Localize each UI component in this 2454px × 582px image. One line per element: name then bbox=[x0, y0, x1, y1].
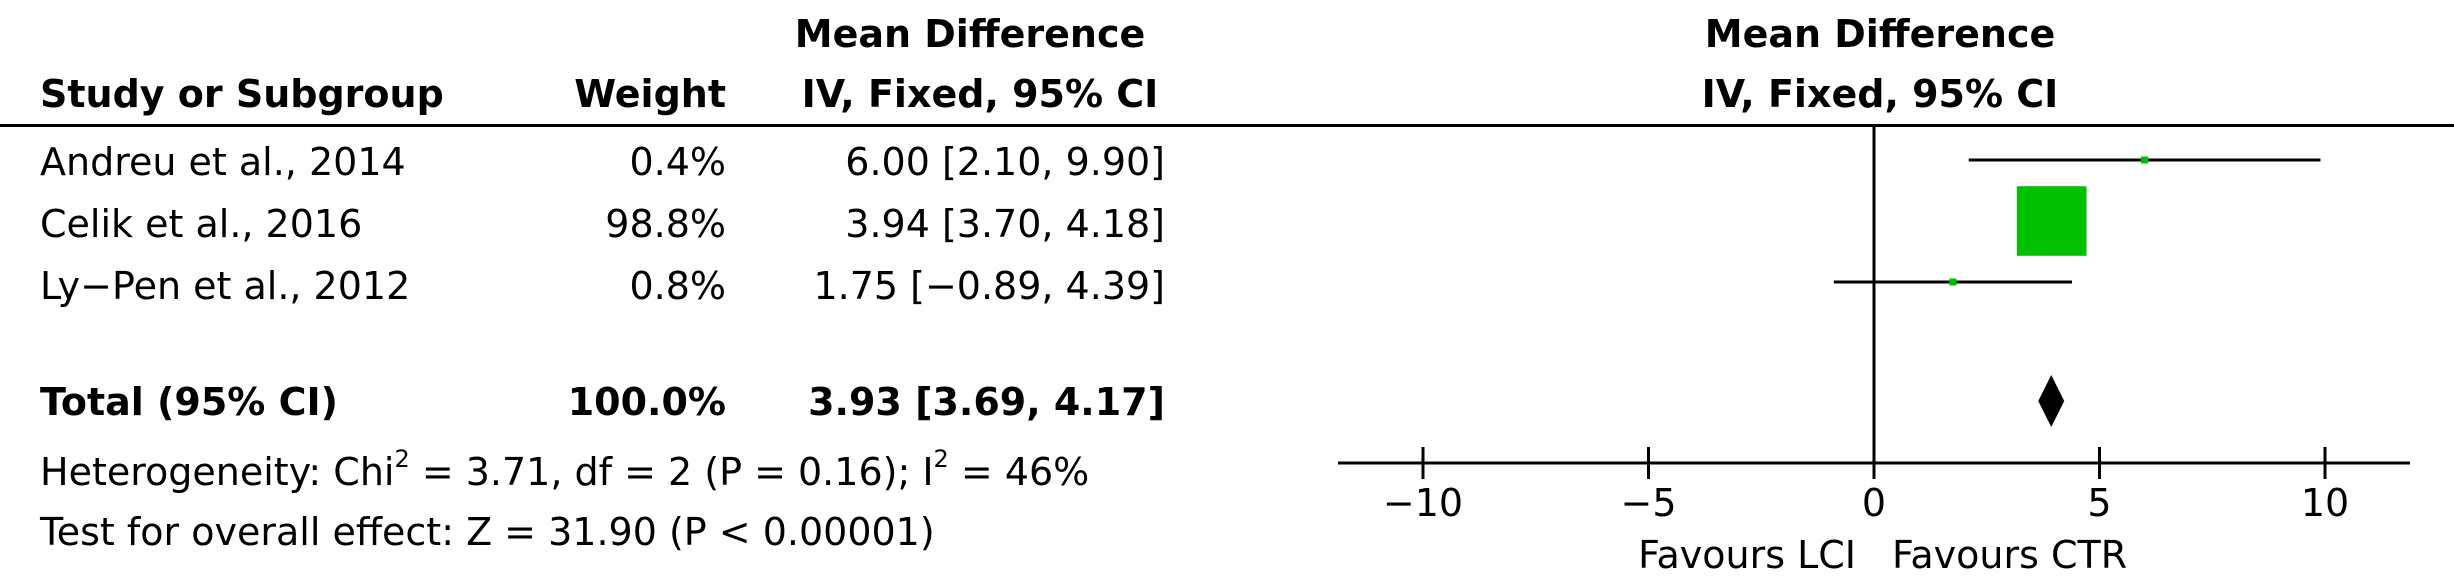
total-label: Total (95% CI) bbox=[40, 380, 338, 424]
study-weight: 0.8% bbox=[629, 264, 726, 308]
plot-header-line2: IV, Fixed, 95% CI bbox=[1701, 72, 2059, 116]
study-weight: 0.4% bbox=[629, 140, 726, 184]
study-column-header: Study or Subgroup bbox=[40, 72, 444, 116]
md-header-line1: Mean Difference bbox=[794, 12, 1146, 56]
overall-effect-text: Test for overall effect: Z = 31.90 (P < … bbox=[40, 510, 935, 554]
x-axis-tick-label: −5 bbox=[1620, 481, 1676, 525]
plot-header-line1: Mean Difference bbox=[1704, 12, 2056, 56]
x-axis-tick-label: 0 bbox=[1862, 481, 1886, 525]
heterogeneity-text: Heterogeneity: Chi2 = 3.71, df = 2 (P = … bbox=[40, 445, 1090, 494]
total-diamond bbox=[2038, 375, 2065, 427]
study-name: Andreu et al., 2014 bbox=[40, 140, 406, 184]
study-weight-square bbox=[1949, 278, 1957, 286]
x-axis-tick-label: −10 bbox=[1383, 481, 1463, 525]
favours-right-label: Favours CTR bbox=[1892, 533, 2127, 577]
study-weight-square bbox=[2016, 186, 2087, 256]
study-name: Celik et al., 2016 bbox=[40, 202, 363, 246]
study-ci: 3.94 [3.70, 4.18] bbox=[845, 202, 1165, 246]
study-weight: 98.8% bbox=[605, 202, 726, 246]
study-name: Ly−Pen et al., 2012 bbox=[40, 264, 411, 308]
study-weight-square bbox=[2141, 156, 2149, 164]
header-rule bbox=[0, 124, 2454, 127]
study-ci: 6.00 [2.10, 9.90] bbox=[845, 140, 1165, 184]
x-axis-tick-label: 5 bbox=[2087, 481, 2111, 525]
weight-column-header: Weight bbox=[574, 72, 726, 116]
favours-left-label: Favours LCI bbox=[1638, 533, 1856, 577]
study-ci: 1.75 [−0.89, 4.39] bbox=[813, 264, 1165, 308]
x-axis-tick-label: 10 bbox=[2301, 481, 2349, 525]
total-weight: 100.0% bbox=[567, 380, 726, 424]
total-ci: 3.93 [3.69, 4.17] bbox=[808, 380, 1165, 424]
md-header-line2: IV, Fixed, 95% CI bbox=[801, 72, 1159, 116]
